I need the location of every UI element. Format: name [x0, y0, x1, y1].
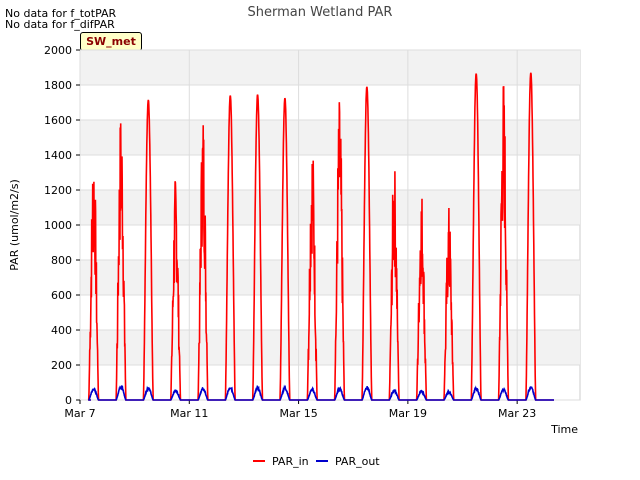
x-tick-label: Mar 23 — [498, 407, 536, 420]
x-tick-label: Mar 15 — [279, 407, 317, 420]
y-tick-label: 1000 — [44, 219, 72, 232]
background-bands — [80, 50, 580, 365]
site-badge: SW_met — [80, 32, 142, 51]
y-tick-label: 1400 — [44, 149, 72, 162]
legend-label-par-in: PAR_in — [272, 455, 309, 468]
series-line-par-in — [87, 72, 554, 401]
background-band — [80, 120, 580, 155]
y-tick-label: 1800 — [44, 79, 72, 92]
background-band — [80, 330, 580, 365]
y-tick-label: 0 — [65, 394, 72, 407]
chart-title: Sherman Wetland PAR — [248, 5, 393, 20]
y-tick-label: 800 — [51, 254, 72, 267]
x-tick-label: Mar 19 — [389, 407, 427, 420]
legend: PAR_in PAR_out — [253, 455, 380, 468]
y-tick-label: 600 — [51, 289, 72, 302]
x-tick-label: Mar 7 — [64, 407, 95, 420]
background-band — [80, 260, 580, 295]
background-band — [80, 190, 580, 225]
y-tick-label: 200 — [51, 359, 72, 372]
y-tick-label: 400 — [51, 324, 72, 337]
y-tick-label: 1600 — [44, 114, 72, 127]
y-axis-label: PAR (umol/m2/s) — [8, 179, 21, 271]
legend-label-par-out: PAR_out — [335, 455, 380, 468]
x-axis-ticks: Mar 7 Mar 11 Mar 15 Mar 19 Mar 23 — [64, 400, 536, 420]
y-tick-label: 2000 — [44, 44, 72, 57]
no-data-note-difpar: No data for f_difPAR — [5, 18, 115, 31]
x-axis-label: Time — [550, 423, 578, 436]
background-band — [80, 50, 580, 85]
series-line-par-out — [88, 384, 554, 401]
no-data-note-totpar: No data for f_totPAR — [5, 7, 117, 20]
y-tick-label: 1200 — [44, 184, 72, 197]
y-axis-ticks: 0 200 400 600 800 1000 1200 1400 1600 1800 2000 — [44, 44, 80, 407]
x-tick-label: Mar 11 — [170, 407, 208, 420]
series-lines — [87, 72, 554, 401]
